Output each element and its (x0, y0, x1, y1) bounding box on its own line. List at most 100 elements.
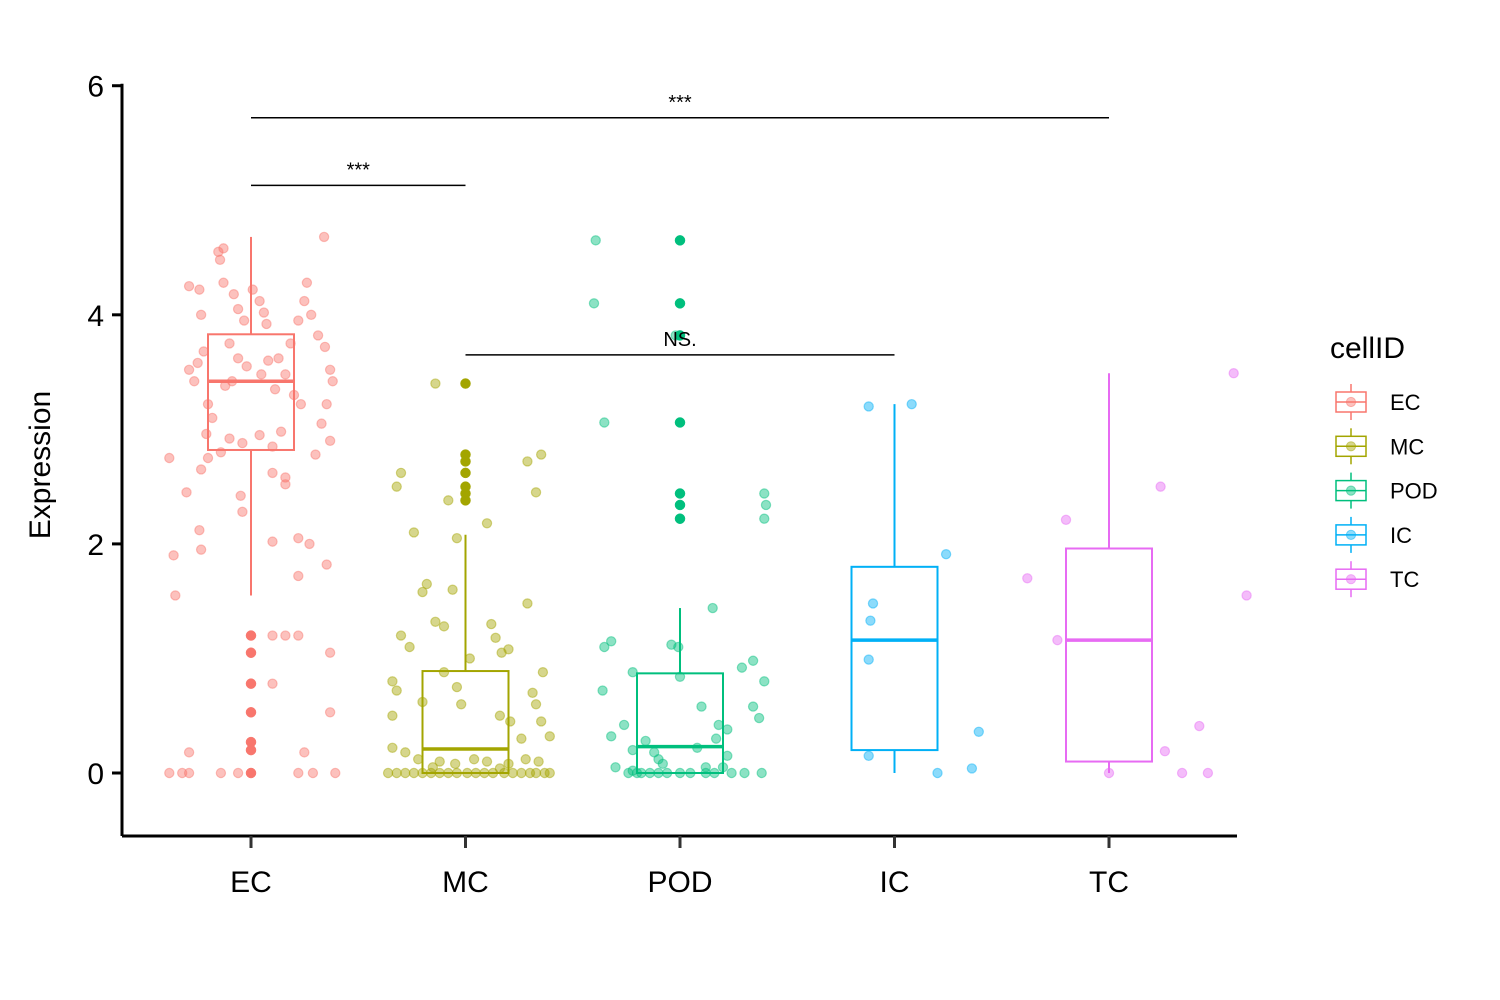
jitter-point (183, 767, 195, 779)
outlier-point (245, 678, 257, 689)
outlier-point (674, 330, 686, 341)
significance-label: NS. (663, 329, 696, 351)
series-tc (1022, 368, 1252, 779)
legend-label: MC (1390, 434, 1424, 459)
jitter-point (232, 767, 244, 779)
jitter-point (606, 731, 617, 742)
jitter-point (759, 676, 770, 687)
jitter-point (170, 590, 181, 601)
jitter-point (640, 735, 651, 747)
jitter-point (451, 532, 463, 544)
jitter-point (198, 346, 209, 357)
jitter-point (238, 315, 250, 326)
jitter-point (657, 758, 669, 770)
jitter-point (202, 452, 214, 464)
jitter-point (164, 452, 175, 464)
jitter-point (417, 586, 428, 598)
jitter-point (530, 699, 542, 710)
legend-item-pod: POD (1335, 472, 1438, 509)
jitter-point (1052, 634, 1063, 646)
box (636, 672, 724, 775)
jitter-point (224, 338, 235, 349)
jitter-point (275, 426, 287, 437)
jitter-point (537, 667, 549, 678)
jitter-point (456, 699, 467, 710)
jitter-point (494, 763, 506, 774)
jitter-point (906, 398, 917, 410)
outlier-point (674, 298, 686, 309)
jitter-point (321, 559, 332, 570)
outlier-point (245, 630, 257, 641)
jitter-point (438, 667, 450, 678)
jitter-point (447, 584, 458, 595)
jitter-point (306, 309, 317, 321)
jitter-point (700, 762, 712, 773)
legend-key-point (1345, 441, 1357, 452)
jitter-point (530, 487, 542, 498)
jitter-point (940, 549, 952, 560)
jitter-point (486, 618, 497, 630)
jitter-point (863, 401, 874, 412)
jitter-point (183, 280, 195, 292)
legend-label: EC (1390, 390, 1421, 415)
jitter-point (867, 598, 879, 609)
jitter-point (503, 644, 514, 655)
jitter-point (516, 733, 527, 744)
jitter-point (267, 630, 278, 641)
legend-key-point (1345, 574, 1357, 585)
jitter-point (413, 754, 424, 765)
jitter-point (696, 701, 707, 712)
jitter-point (966, 763, 978, 774)
legend-title: cellID (1330, 332, 1405, 365)
jitter-point (285, 338, 296, 349)
jitter-point (865, 615, 876, 626)
jitter-point (263, 355, 274, 366)
jitter-point (387, 742, 398, 754)
jitter-point (307, 767, 319, 779)
outlier-point (674, 417, 686, 428)
jitter-point (267, 467, 278, 479)
jitter-point (1202, 767, 1214, 779)
jitter-point (258, 307, 270, 318)
plot-area (164, 231, 1252, 779)
jitter-point (623, 767, 634, 779)
jitter-point (481, 518, 493, 529)
series-ec (164, 231, 341, 779)
legend-label: POD (1390, 479, 1438, 504)
jitter-point (293, 767, 304, 779)
jitter-point (739, 767, 750, 779)
jitter-point (247, 284, 258, 295)
significance-label: *** (347, 159, 371, 181)
jitter-point (544, 767, 555, 779)
jitter-point (241, 361, 252, 372)
jitter-point (524, 767, 536, 779)
jitter-point (194, 524, 205, 536)
jitter-point (395, 630, 407, 641)
jitter-point (507, 767, 518, 779)
jitter-point (481, 756, 493, 767)
jitter-point (395, 467, 407, 479)
jitter-point (267, 536, 278, 547)
jitter-point (496, 647, 507, 658)
jitter-point (726, 767, 737, 779)
jitter-point (237, 437, 248, 449)
jitter-point (280, 369, 291, 380)
comparison-ec-tc: *** (251, 92, 1109, 119)
jitter-point (235, 490, 246, 501)
legend-key-point (1345, 529, 1357, 541)
jitter-point (1228, 368, 1239, 379)
jitter-point (321, 398, 332, 410)
jitter-point (280, 472, 291, 483)
legend-item-mc: MC (1335, 428, 1424, 465)
jitter-point (293, 630, 304, 641)
jitter-point (224, 433, 235, 444)
jitter-point (319, 341, 331, 353)
jitter-point (181, 487, 192, 498)
jitter-point (176, 767, 188, 779)
jitter-point (535, 716, 547, 727)
jitter-point (391, 767, 402, 779)
jitter-point (324, 435, 336, 447)
jitter-point (267, 678, 278, 689)
outlier-point (674, 488, 686, 499)
jitter-point (299, 295, 310, 307)
